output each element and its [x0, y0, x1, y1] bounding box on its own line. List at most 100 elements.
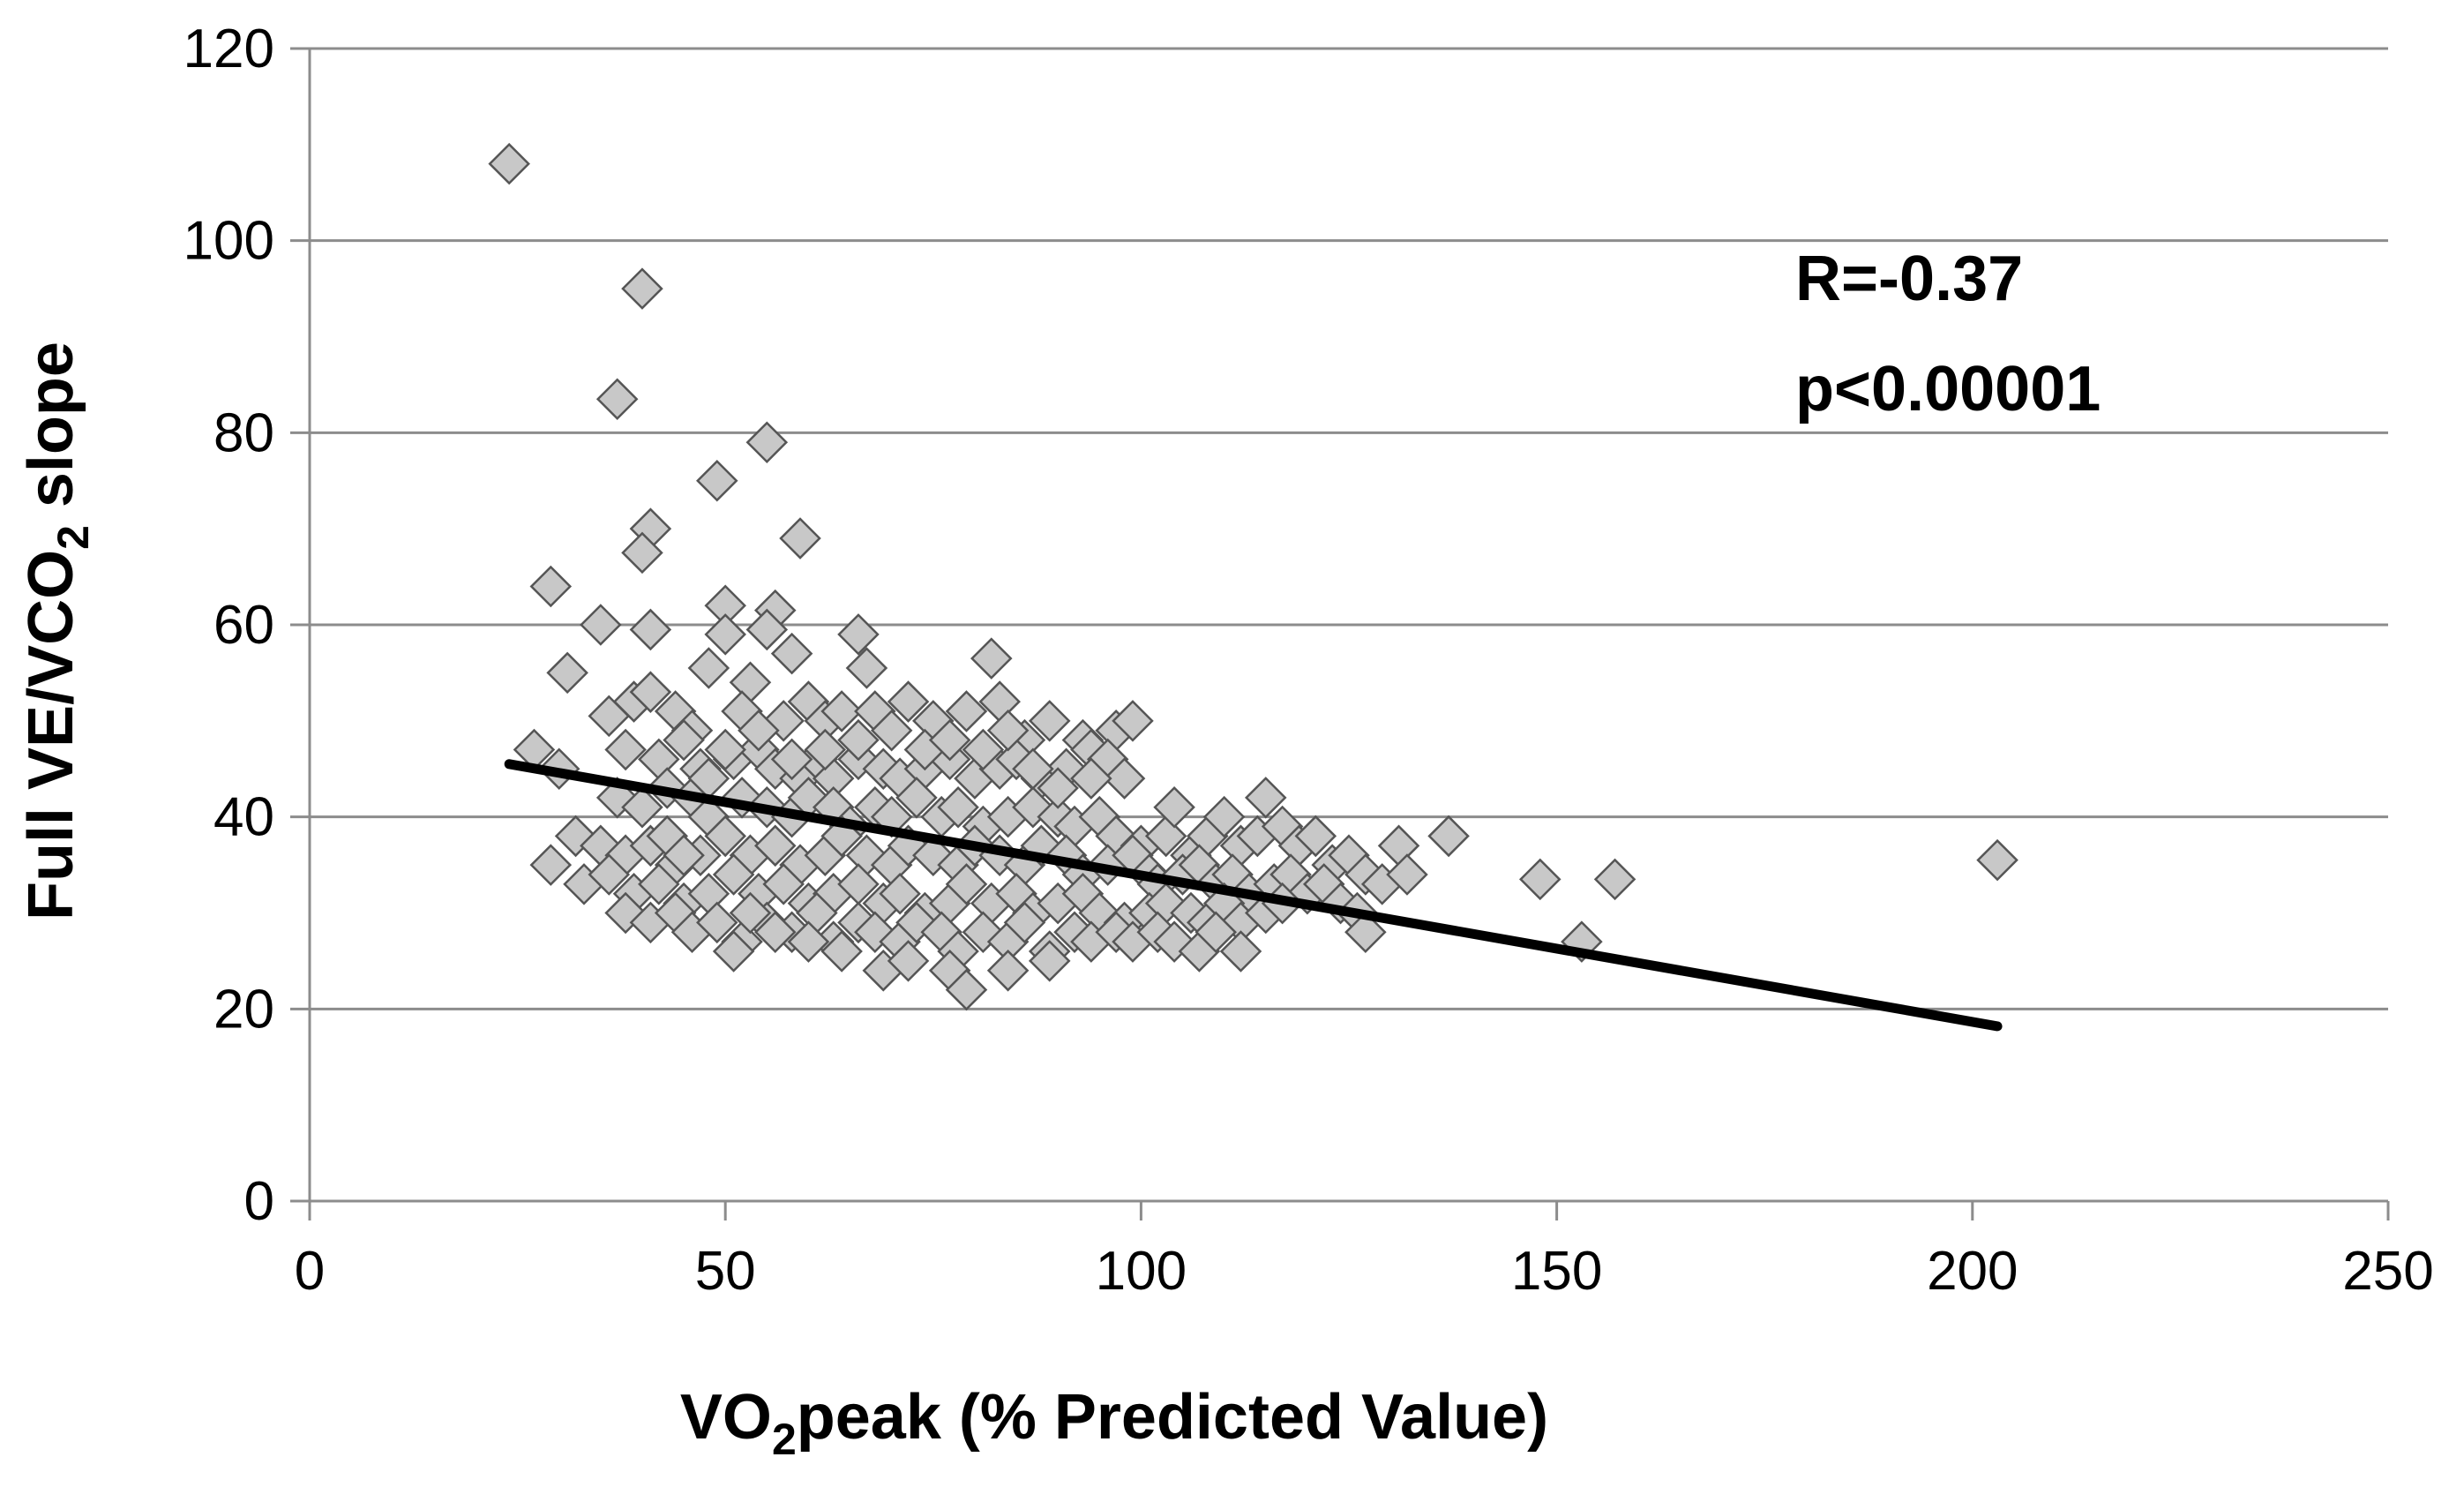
data-point [1593, 858, 1636, 901]
data-points [488, 142, 2018, 1011]
data-point [820, 690, 863, 732]
data-point [704, 728, 746, 771]
annotation-r-value: R=-0.37 [1795, 244, 2023, 314]
data-point [945, 690, 988, 732]
y-tick-label-100: 100 [183, 211, 274, 272]
data-point [621, 531, 663, 575]
data-point [712, 930, 755, 973]
data-point [770, 738, 813, 781]
data-point [753, 911, 797, 954]
data-point [945, 968, 988, 1011]
data-point [962, 728, 1005, 771]
data-point [696, 901, 738, 944]
data-point [845, 647, 888, 689]
y-tick-label-120: 120 [183, 19, 274, 79]
y-tick-label-80: 80 [213, 402, 274, 463]
data-point [1028, 940, 1071, 982]
data-point [770, 632, 813, 675]
data-point [753, 824, 797, 867]
trendline [504, 759, 2003, 1032]
data-point [1219, 930, 1262, 973]
y-tick-label-0: 0 [244, 1171, 274, 1232]
x-tick-label-100: 100 [1096, 1241, 1187, 1302]
data-point [1195, 911, 1237, 954]
data-point [928, 718, 971, 762]
data-point [629, 671, 672, 713]
data-point [663, 718, 705, 762]
y-axis-title: Full VE/VCO2 slope [16, 342, 98, 920]
data-point [1153, 786, 1195, 829]
x-tick-label-250: 250 [2342, 1241, 2433, 1302]
data-point [1103, 757, 1146, 800]
data-point [1386, 853, 1428, 896]
x-tick-label-50: 50 [695, 1241, 756, 1302]
data-point [1976, 838, 2018, 882]
x-tick-label-0: 0 [295, 1241, 325, 1302]
data-point [937, 786, 979, 829]
data-point [738, 709, 780, 752]
data-point [986, 950, 1030, 992]
data-point [621, 786, 663, 829]
y-axis-title-rest: slope [16, 342, 86, 525]
data-point [970, 637, 1013, 680]
data-point [779, 517, 821, 560]
data-point [745, 421, 789, 463]
data-point [879, 872, 921, 915]
y-axis-title-main: Full VE/VCO [16, 550, 86, 920]
data-point [1427, 815, 1470, 858]
data-point [870, 709, 913, 752]
annotation-p-value: p<0.00001 [1795, 354, 2101, 424]
data-point [1202, 795, 1246, 838]
data-point [1012, 747, 1054, 791]
data-point [745, 608, 789, 651]
data-point [638, 863, 680, 905]
data-point [1344, 911, 1387, 954]
tick-labels: 0 20 40 60 80 100 120 0 50 100 150 200 250 [183, 19, 2434, 1302]
data-point [704, 815, 746, 858]
data-point [712, 853, 755, 896]
data-point [887, 680, 930, 723]
data-point [820, 930, 863, 973]
x-axis-title-rest: peak (% Predicted Value) [797, 1382, 1548, 1453]
data-point [837, 613, 880, 656]
data-point [1003, 901, 1046, 944]
y-tick-label-60: 60 [213, 595, 274, 656]
data-point [887, 940, 930, 982]
data-point [696, 459, 738, 502]
data-point [986, 709, 1030, 752]
data-point [1070, 757, 1112, 800]
data-point [629, 608, 672, 651]
data-point [945, 863, 988, 905]
x-axis-title-main: VO [680, 1382, 772, 1453]
x-axis-title: VO2peak (% Predicted Value) [680, 1382, 1548, 1464]
data-point [621, 267, 663, 310]
data-point [687, 647, 730, 689]
data-point [604, 728, 647, 771]
x-tick-label-150: 150 [1511, 1241, 1602, 1302]
data-point [1294, 815, 1337, 858]
data-point [595, 378, 639, 421]
x-tick-label-200: 200 [1927, 1241, 2018, 1302]
data-point [546, 651, 588, 695]
data-point [529, 565, 573, 608]
data-point [895, 777, 938, 819]
data-point [663, 834, 705, 876]
data-point [580, 604, 622, 646]
data-point [1112, 700, 1154, 742]
data-point [588, 853, 631, 896]
y-tick-label-20: 20 [213, 979, 274, 1040]
data-point [804, 728, 847, 771]
data-point [1518, 858, 1562, 901]
y-tick-label-40: 40 [213, 787, 274, 848]
data-point [729, 891, 772, 935]
axes [290, 47, 2390, 1220]
data-point [529, 844, 573, 886]
data-point [1037, 767, 1079, 809]
data-point [704, 613, 746, 656]
data-point [1244, 777, 1287, 819]
data-point [1028, 700, 1071, 742]
data-point [762, 863, 805, 905]
data-point [837, 718, 880, 762]
